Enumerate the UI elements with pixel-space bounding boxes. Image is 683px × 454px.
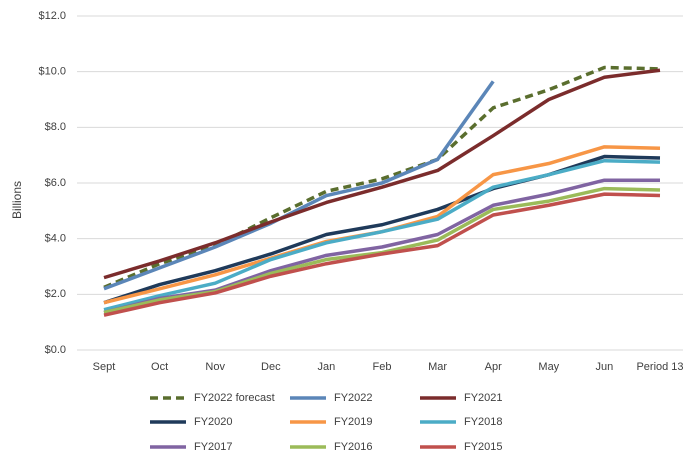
legend-label: FY2021	[464, 392, 503, 404]
x-tick-label: Feb	[373, 361, 392, 373]
legend-label: FY2022 forecast	[194, 392, 275, 404]
series-line	[103, 158, 661, 312]
series-line	[103, 192, 661, 317]
x-tick-label: Jan	[318, 361, 336, 373]
y-tick-label: $0.0	[45, 344, 66, 356]
legend-label: FY2022	[334, 392, 373, 404]
x-tick-label: Period 13	[636, 361, 683, 373]
x-tick-label: May	[538, 361, 559, 373]
y-axis-label: Billions	[10, 181, 24, 219]
x-tick-label: Mar	[428, 361, 447, 373]
x-tick-label: Nov	[205, 361, 225, 373]
y-tick-label: $10.0	[38, 66, 66, 78]
x-tick-label: Apr	[485, 361, 502, 373]
series-line	[103, 65, 661, 289]
legend-label: FY2020	[194, 416, 233, 428]
legend-label: FY2016	[334, 441, 373, 453]
series-line	[103, 68, 661, 280]
legend-label: FY2019	[334, 416, 373, 428]
legend-label: FY2017	[194, 441, 233, 453]
x-tick-label: Sept	[93, 361, 116, 373]
x-tick-label: Oct	[151, 361, 168, 373]
legend-label: FY2015	[464, 441, 503, 453]
series-line	[103, 80, 495, 291]
legend-label: FY2018	[464, 416, 503, 428]
y-tick-label: $8.0	[45, 121, 66, 133]
y-tick-label: $4.0	[45, 233, 66, 245]
y-tick-label: $2.0	[45, 288, 66, 300]
y-tick-label: $6.0	[45, 177, 66, 189]
x-tick-label: Jun	[596, 361, 614, 373]
y-tick-label: $12.0	[38, 10, 66, 22]
x-tick-label: Dec	[261, 361, 281, 373]
